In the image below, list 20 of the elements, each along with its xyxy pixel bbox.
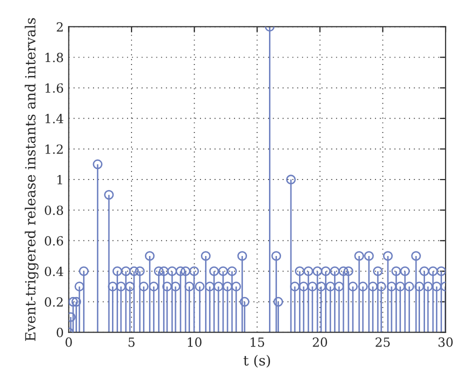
x-tick-label: 15	[250, 337, 264, 347]
x-tick-label: 0	[66, 337, 72, 347]
y-tick-label: 0.6	[44, 236, 64, 246]
x-axis-title: t (s)	[244, 354, 270, 368]
y-tick-label: 0.4	[44, 266, 64, 276]
x-tick-label: 30	[438, 337, 453, 347]
y-tick-label: 0.2	[44, 297, 63, 307]
y-tick-label: 1.6	[46, 83, 64, 93]
x-tick-label: 20	[312, 337, 328, 347]
y-tick-label: 1.2	[46, 144, 63, 154]
y-tick-label: 1.4	[46, 114, 64, 124]
x-tick-label: 5	[128, 338, 135, 347]
y-tick-label: 1.8	[46, 52, 64, 62]
y-tick-label: 2	[56, 22, 63, 32]
x-tick-label: 10	[188, 337, 202, 347]
y-tick-label: 0	[56, 328, 64, 338]
y-tick-label: 1	[57, 175, 62, 184]
y-axis-title: Event-triggered release instants and intervals	[24, 18, 38, 341]
y-tick-label: 0.8	[44, 206, 64, 216]
x-tick-label: 25	[376, 337, 390, 347]
